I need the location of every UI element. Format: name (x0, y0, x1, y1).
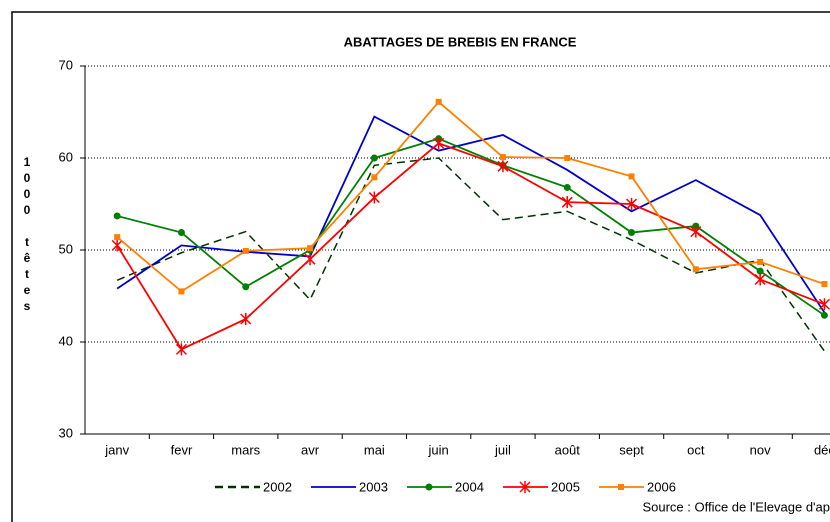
series-line (116, 115, 826, 314)
marker (626, 198, 638, 210)
marker (307, 245, 314, 252)
marker (818, 298, 830, 311)
x-tick-label: janv (104, 442, 129, 457)
marker (690, 225, 702, 238)
legend-label: 2004 (455, 479, 484, 494)
marker (175, 343, 187, 356)
marker (561, 196, 573, 209)
x-tick-label: nov (750, 442, 771, 457)
series-line (116, 157, 826, 352)
marker (820, 311, 828, 319)
y-axis-label: 1000 têtes (20, 155, 34, 315)
marker (370, 154, 378, 162)
x-tick-label: déc (814, 442, 830, 457)
chart-frame (11, 11, 830, 522)
x-tick-label: mars (231, 442, 260, 457)
marker (618, 484, 624, 490)
marker (757, 258, 764, 265)
marker (692, 266, 699, 273)
chart-title: ABATTAGES DE BREBIS EN FRANCE (344, 34, 577, 49)
marker (240, 313, 252, 325)
marker (177, 229, 185, 237)
x-tick-label: fevr (171, 442, 193, 457)
marker (371, 174, 378, 181)
marker (368, 191, 380, 204)
marker (563, 183, 571, 191)
series-line (116, 142, 825, 351)
x-tick-label: mai (364, 442, 385, 457)
marker (499, 154, 506, 161)
y-tick-label: 70 (59, 57, 73, 72)
marker (821, 281, 828, 288)
series-line (116, 100, 825, 293)
x-tick-label: avr (301, 442, 320, 457)
y-tick-label: 30 (59, 425, 73, 440)
marker (435, 98, 442, 105)
marker (242, 247, 249, 254)
y-tick-label: 60 (59, 149, 73, 164)
marker (497, 160, 509, 173)
marker (628, 173, 635, 180)
x-tick-label: août (555, 442, 581, 457)
legend-label: 2006 (647, 479, 676, 494)
marker (754, 273, 766, 286)
marker (113, 212, 121, 220)
marker (433, 137, 445, 150)
marker (114, 234, 121, 241)
x-tick-label: oct (687, 442, 705, 457)
source: Source : Office de l'Elevage d'ap (642, 499, 830, 514)
legend-label: 2005 (551, 479, 580, 494)
marker (178, 288, 185, 295)
y-tick-label: 40 (59, 333, 73, 348)
x-tick-label: sept (619, 442, 644, 457)
marker (425, 483, 433, 491)
marker (111, 239, 123, 252)
legend-label: 2003 (359, 479, 388, 494)
marker (628, 229, 636, 237)
marker (304, 253, 316, 266)
x-tick-label: juil (494, 442, 511, 457)
x-tick-label: juin (428, 442, 449, 457)
y-tick-label: 50 (59, 241, 73, 256)
marker (564, 155, 571, 161)
marker (519, 481, 531, 493)
legend-label: 2002 (263, 479, 292, 494)
marker (242, 283, 250, 291)
marker (756, 267, 764, 275)
series-line (116, 137, 825, 317)
